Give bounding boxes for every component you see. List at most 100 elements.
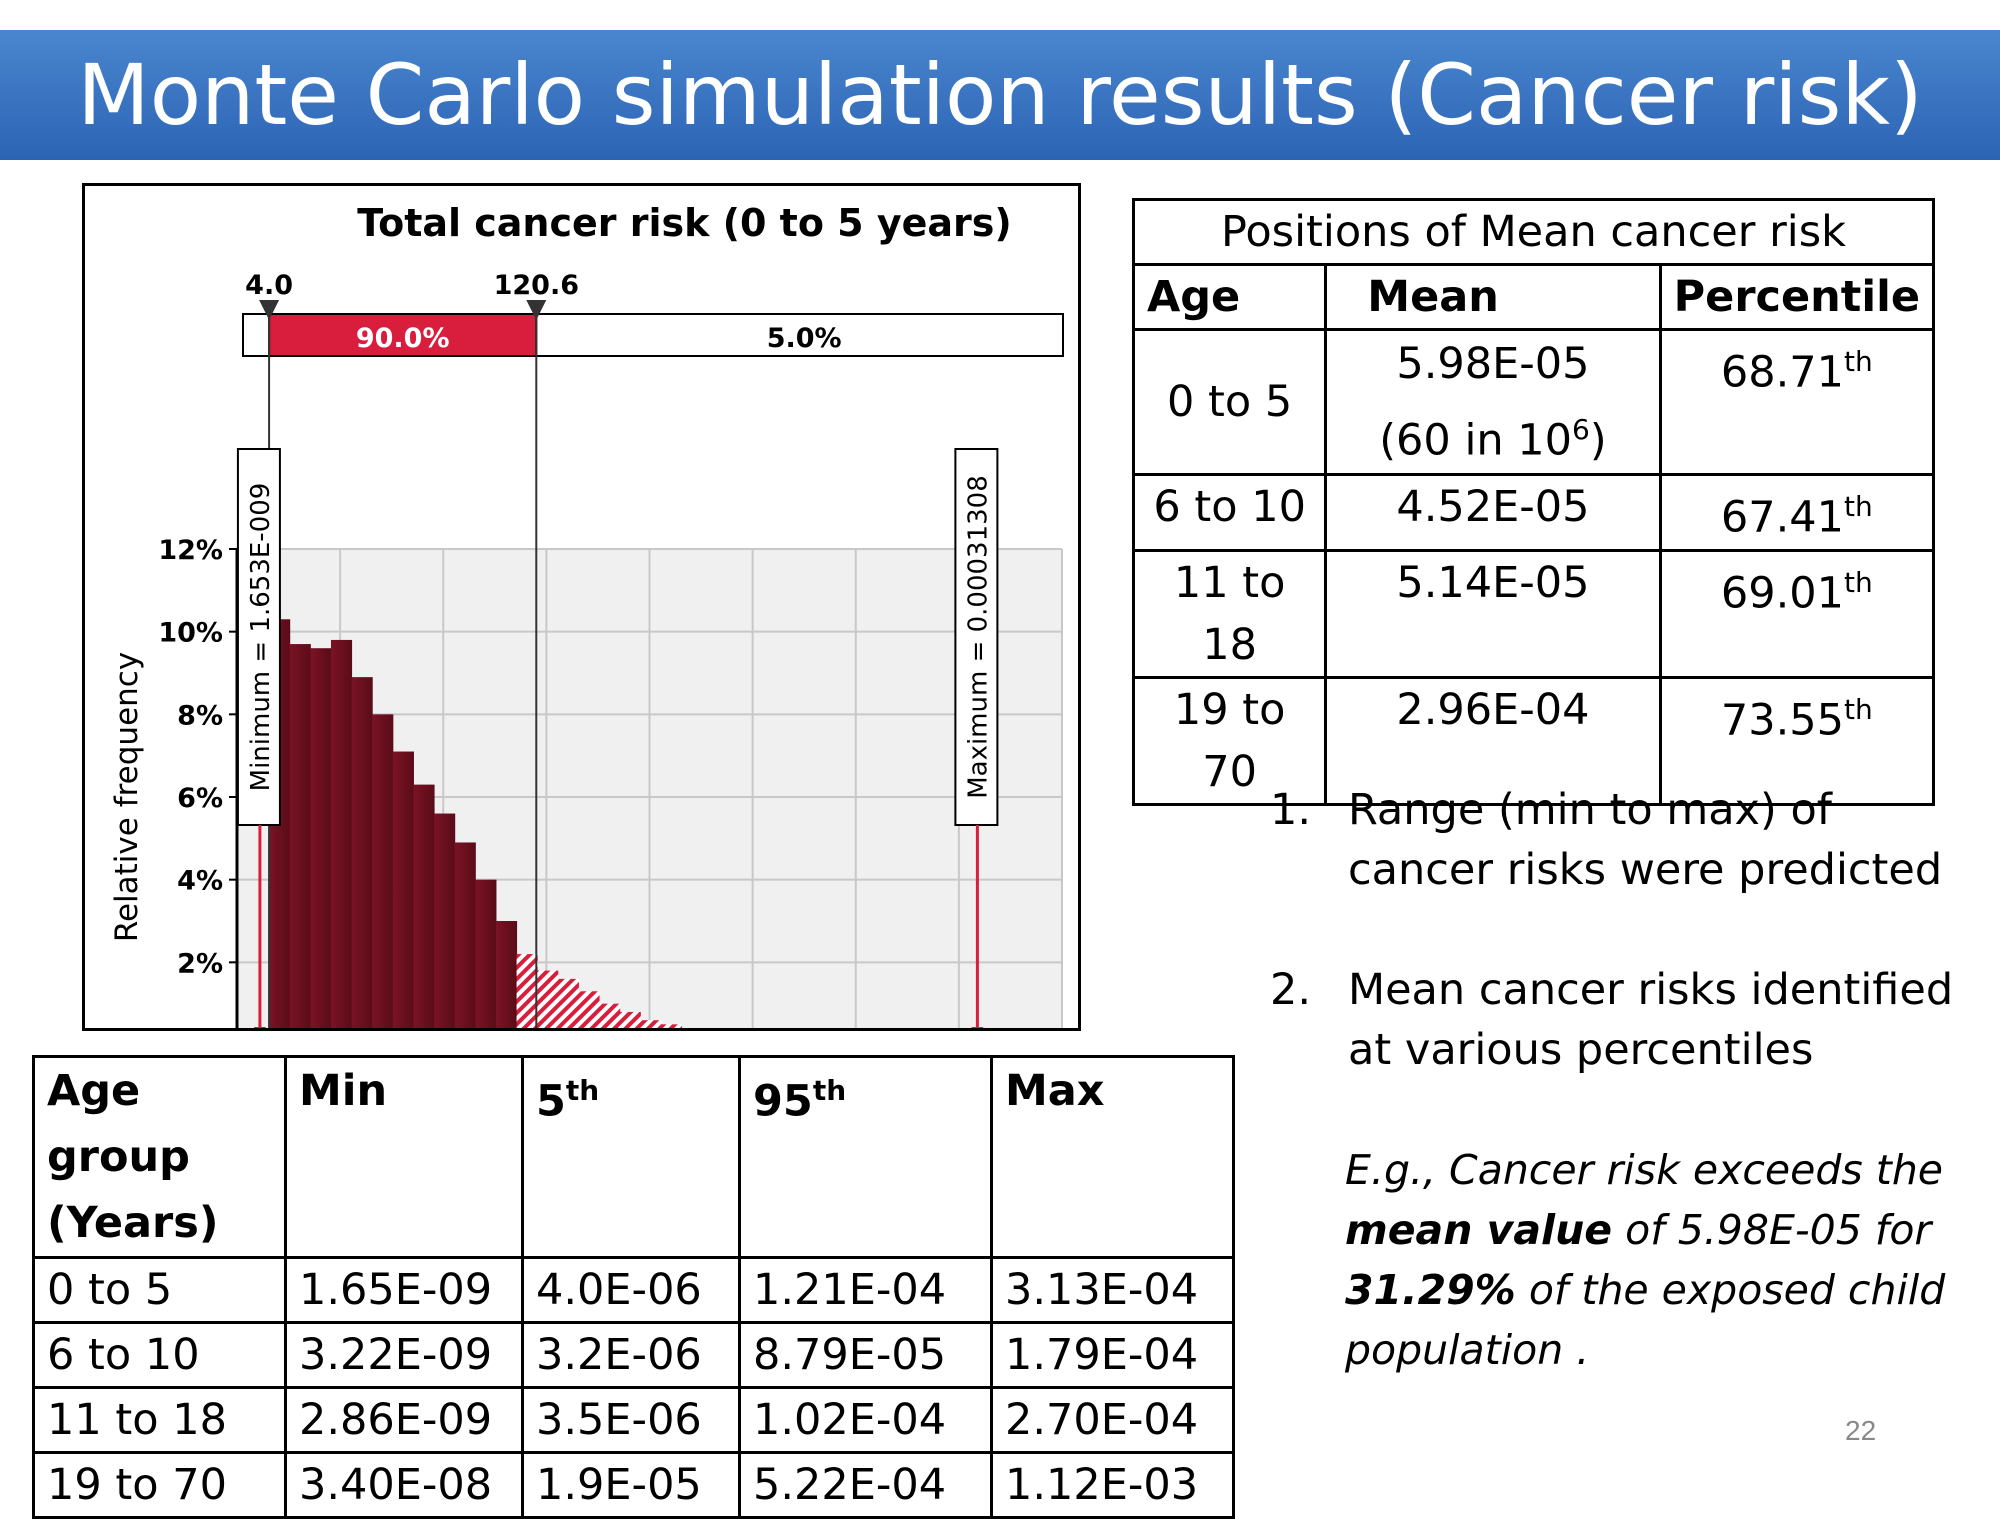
age-cell: 11 to 18 <box>1131 548 1328 679</box>
histogram-bar <box>351 677 373 1028</box>
minimum-marker-arrow <box>253 1027 266 1028</box>
header-percentile: Percentile <box>1658 263 1936 331</box>
minimum-marker-box <box>236 448 281 826</box>
percentile-band-middle <box>268 313 538 357</box>
histogram-bar <box>557 978 579 1028</box>
mean-cell: 4.52E-05 <box>1324 473 1662 552</box>
histogram-bar <box>330 639 353 1028</box>
histogram-bar <box>537 970 559 1028</box>
header-age-group: Age group (Years) <box>32 1055 287 1259</box>
list-text: Range (min to max) of cancer risks were … <box>1348 785 1943 895</box>
y-axis-label: Relative frequency <box>109 652 145 942</box>
percentile-cell: 68.71th <box>1658 327 1936 477</box>
header-min: Min <box>284 1055 524 1259</box>
y-tick-label: 12% <box>158 535 223 566</box>
age-cell: 6 to 10 <box>1131 473 1328 552</box>
age-group-table: Age group (Years) Min 5th 95th Max 0 to 5… <box>32 1055 1235 1519</box>
p5-cell: 3.2E-06 <box>521 1321 741 1389</box>
p5-cell: 3.5E-06 <box>521 1386 741 1454</box>
chart-title: Total cancer risk (0 to 5 years) <box>357 201 1012 245</box>
histogram-bar <box>599 1003 621 1028</box>
histogram-bar <box>516 954 538 1028</box>
list-item: 2. Mean cancer risks identified at vario… <box>1270 960 1990 1080</box>
histogram-bar <box>372 714 394 1028</box>
header-age: Age <box>1131 263 1328 331</box>
table-row: 6 to 10 4.52E-05 67.41th <box>1131 473 1936 552</box>
histogram-chart: 0%2%4%6%8%10%12%-1080170260350Total canc… <box>109 201 1064 1028</box>
header-95th-suffix: th <box>812 1074 847 1107</box>
age-cell: 0 to 5 <box>32 1256 287 1324</box>
p5-cell: 1.9E-05 <box>521 1451 741 1519</box>
mean-positions-table: Positions of Mean cancer risk Age Mean P… <box>1131 198 1936 806</box>
band-middle-label: 90.0% <box>356 323 450 354</box>
histogram-bar <box>640 1020 662 1028</box>
mean-cell: 5.14E-05 <box>1324 548 1662 679</box>
mean-note-close: ) <box>1589 415 1607 466</box>
table-row: 19 to 70 3.40E-08 1.9E-05 5.22E-04 1.12E… <box>32 1451 1235 1519</box>
upper-marker-triangle <box>526 300 547 320</box>
lower-marker-label: 4.0 <box>245 270 293 301</box>
percentile-suffix: th <box>1844 345 1873 378</box>
p5-cell: 4.0E-06 <box>521 1256 741 1324</box>
example-bold-mean: mean value <box>1345 1206 1613 1254</box>
max-cell: 1.12E-03 <box>990 1451 1235 1519</box>
list-number: 1. <box>1270 785 1312 835</box>
histogram-bar <box>619 1011 641 1028</box>
maximum-marker-label: Maximum = 0.00031308 <box>963 475 993 799</box>
page-number: 22 <box>1845 1415 1877 1446</box>
header-max: Max <box>990 1055 1235 1259</box>
p95-cell: 1.21E-04 <box>738 1256 993 1324</box>
histogram-bar <box>578 991 600 1028</box>
maximum-marker-arrow <box>971 1027 984 1028</box>
maximum-marker-box <box>954 448 999 826</box>
mean-note-text: (60 in 10 <box>1379 415 1573 466</box>
example-bold-percent: 31.29% <box>1345 1266 1516 1314</box>
percentile-suffix: th <box>1844 692 1873 726</box>
y-tick-label: 10% <box>158 618 223 649</box>
histogram-bar <box>392 751 414 1028</box>
min-cell: 1.65E-09 <box>284 1256 524 1324</box>
slide-title: Monte Carlo simulation results (Cancer r… <box>77 46 1923 144</box>
positions-table-caption: Positions of Mean cancer risk <box>1132 198 1935 266</box>
p95-cell: 5.22E-04 <box>738 1451 993 1519</box>
max-cell: 3.13E-04 <box>990 1256 1235 1324</box>
max-cell: 1.79E-04 <box>990 1321 1235 1389</box>
min-cell: 3.22E-09 <box>284 1321 524 1389</box>
age-cell: 19 to 70 <box>1131 675 1328 806</box>
mean-note-exponent: 6 <box>1572 413 1590 446</box>
histogram-bar <box>434 813 456 1028</box>
header-age-group-line1: Age group <box>47 1066 190 1182</box>
mean-value: 5.98E-05 <box>1396 339 1590 389</box>
p95-cell: 1.02E-04 <box>738 1386 993 1454</box>
table-row: 11 to 18 5.14E-05 69.01th <box>1131 548 1936 679</box>
percentile-value: 67.41 <box>1720 492 1844 543</box>
y-tick-label: 4% <box>177 866 223 897</box>
header-age-group-line2: (Years) <box>47 1198 219 1248</box>
example-text: E.g., Cancer risk exceeds the <box>1345 1146 1944 1194</box>
header-mean: Mean <box>1324 263 1662 331</box>
lower-marker-triangle <box>259 300 280 320</box>
percentile-value: 68.71 <box>1720 347 1844 398</box>
histogram-bar <box>310 648 332 1028</box>
list-number: 2. <box>1270 965 1312 1015</box>
histogram-bar <box>660 1024 683 1028</box>
histogram-bar <box>475 879 497 1028</box>
table-row: 11 to 18 2.86E-09 3.5E-06 1.02E-04 2.70E… <box>32 1386 1235 1454</box>
mean-note: (60 in 106) <box>1339 397 1646 473</box>
header-95th: 95th <box>738 1055 993 1259</box>
list-item: 1. Range (min to max) of cancer risks we… <box>1270 780 1990 900</box>
header-95th-value: 95 <box>753 1076 813 1127</box>
example-text: of the exposed child population . <box>1345 1266 1946 1374</box>
age-cell: 11 to 18 <box>32 1386 287 1454</box>
histogram-bar <box>454 842 476 1028</box>
example-note: E.g., Cancer risk exceeds the mean value… <box>1345 1140 1985 1380</box>
y-tick-label: 2% <box>177 948 223 979</box>
max-cell: 2.70E-04 <box>990 1386 1235 1454</box>
minimum-marker-label: Minimum = 1.653E-009 <box>246 483 276 792</box>
percentile-suffix: th <box>1844 565 1873 599</box>
table-row: 6 to 10 3.22E-09 3.2E-06 8.79E-05 1.79E-… <box>32 1321 1235 1389</box>
y-tick-label: 6% <box>177 783 223 814</box>
notes-list: 1. Range (min to max) of cancer risks we… <box>1270 780 1990 1140</box>
table-row: 19 to 70 2.96E-04 73.55th <box>1131 675 1936 806</box>
histogram-bar <box>289 644 311 1028</box>
